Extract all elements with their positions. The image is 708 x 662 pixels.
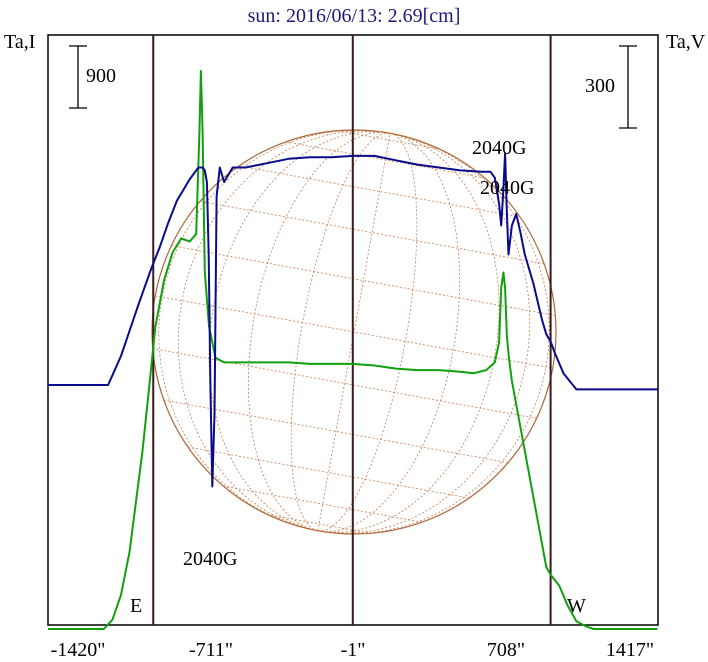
- parallel-line: [152, 348, 537, 419]
- solar-disk-grid: [151, 129, 557, 535]
- series-layer: [48, 70, 658, 630]
- parallel-line: [155, 295, 553, 369]
- left-axis-label: Ta,I: [4, 31, 35, 53]
- chart-title: sun: 2016/06/13: 2.69[cm]: [248, 5, 461, 27]
- parallel-line: [285, 141, 485, 179]
- left-scale-value: 900: [86, 65, 116, 87]
- x-tick-label: -1": [341, 639, 366, 661]
- scale-bars: [69, 45, 637, 129]
- series-line-intensity: [48, 152, 658, 488]
- meridian-line: [317, 132, 550, 535]
- parallel-line: [267, 514, 371, 534]
- reference-lines: [152, 35, 552, 625]
- series-line-v: [48, 70, 658, 630]
- annotation-label: 2040G: [480, 177, 534, 199]
- x-tick-label: 708": [487, 639, 525, 661]
- x-tick-label: -1420": [51, 639, 106, 661]
- annotation-label: 2040G: [472, 137, 526, 159]
- right-scale-value: 300: [585, 75, 615, 97]
- meridian-line: [317, 132, 461, 533]
- meridian-line: [317, 132, 418, 532]
- east-limb-label: E: [130, 595, 142, 617]
- x-tick-label: -711": [189, 639, 233, 661]
- parallel-line: [171, 245, 556, 316]
- parallel-line: [223, 485, 423, 523]
- meridian-line: [158, 129, 391, 532]
- parallel-line: [337, 130, 441, 150]
- right-axis-label: Ta,V: [666, 31, 706, 53]
- x-axis-ticks: -1420" -711" -1" 708" 1417": [51, 639, 655, 661]
- annotation-label: 2040G: [183, 548, 237, 570]
- x-tick-label: 1417": [606, 639, 654, 661]
- west-limb-label: W: [567, 595, 586, 617]
